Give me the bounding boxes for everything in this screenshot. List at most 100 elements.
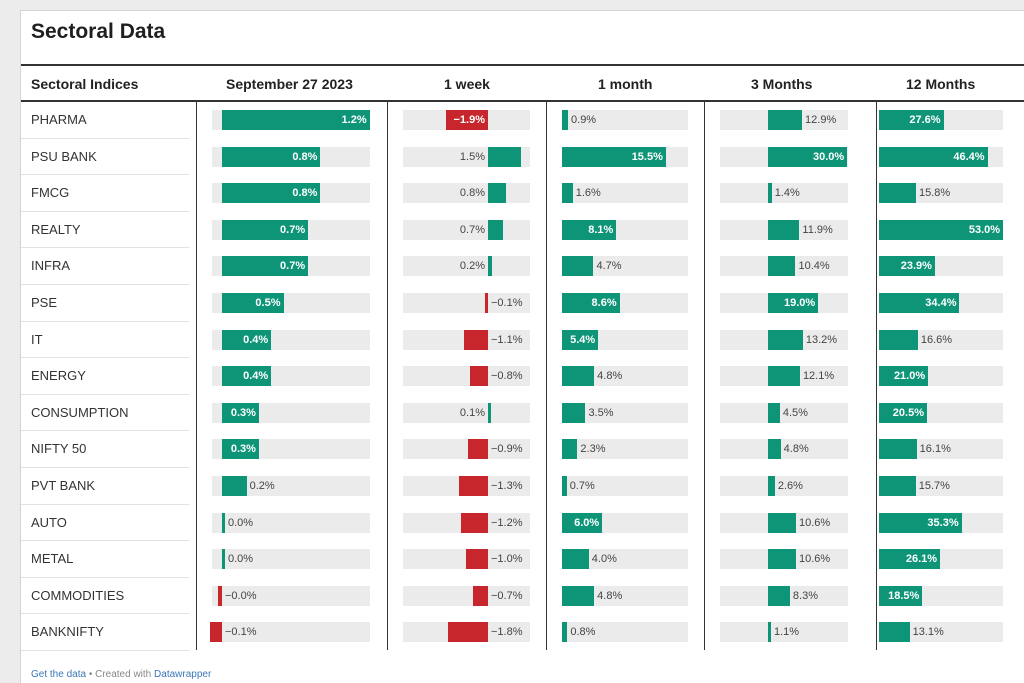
datawrapper-link[interactable]: Datawrapper: [154, 669, 212, 680]
bar-track: 0.9%: [562, 110, 688, 130]
sector-label: BANKNIFTY: [31, 624, 104, 640]
column-divider: [546, 102, 547, 650]
value-label-1week: −1.1%: [491, 333, 523, 346]
bar-12months: [879, 110, 944, 130]
bar-3months: [768, 110, 803, 130]
value-label-sep27: 0.0%: [228, 553, 254, 566]
bar-track: 3.5%: [562, 402, 688, 423]
bar-track: 23.9%: [879, 256, 1003, 277]
value-label-1month: 1.6%: [575, 187, 601, 200]
value-label-3months: 10.4%: [798, 260, 830, 273]
value-label-12months: 16.6%: [920, 333, 953, 346]
value-label-1week: −1.9%: [453, 114, 486, 126]
bar-sep27: [222, 476, 247, 496]
value-label-12months: 20.5%: [892, 406, 924, 419]
sector-label: PSE: [31, 295, 58, 310]
bar-12months: [879, 476, 916, 496]
bar-1month: [562, 329, 599, 350]
bar-track: 4.5%: [720, 402, 848, 423]
table-row: FMCG 0.8% 0.8% 1.6% 1.4% 15.8%: [21, 175, 1024, 212]
value-label-1month: 0.8%: [570, 626, 596, 639]
bar-track: 16.1%: [879, 439, 1003, 460]
bar-1month: [562, 183, 573, 204]
bar-track: 12.9%: [720, 110, 848, 130]
value-label-sep27: 1.2%: [341, 114, 367, 126]
bar-1month: [562, 110, 569, 130]
value-label-3months: 12.9%: [805, 114, 837, 126]
table-row: IT 0.4% −1.1% 5.4% 13.2% 16.6%: [21, 322, 1024, 359]
bar-track: 1.6%: [562, 183, 688, 204]
value-label-1month: 4.7%: [596, 260, 622, 273]
sector-label: COMMODITIES: [31, 587, 125, 603]
bar-track: 2.3%: [562, 439, 688, 460]
value-label-1month: 15.5%: [631, 150, 663, 163]
bar-1week: [488, 146, 522, 167]
table-row: NIFTY 50 0.3% −0.9% 2.3% 4.8% 16.1%: [21, 431, 1024, 468]
bar-track: 27.6%: [879, 110, 1003, 130]
sector-label: IT: [31, 331, 43, 347]
row-separator: [21, 174, 189, 176]
value-label-1month: 3.5%: [588, 406, 614, 419]
table-header: Sectoral Indices September 27 2023 1 wee…: [21, 66, 1024, 100]
bar-track: 0.4%: [212, 366, 370, 387]
page-title: Sectoral Data: [31, 20, 166, 43]
bar-track: 0.7%: [403, 219, 530, 240]
bar-sep27: [222, 439, 259, 460]
bar-track: 10.4%: [720, 256, 848, 277]
value-label-1month: 0.9%: [571, 114, 597, 126]
footer: Get the data • Created with Datawrapper: [31, 669, 211, 680]
bar-1month: [562, 512, 603, 533]
value-label-1month: 0.7%: [569, 480, 595, 492]
value-label-1month: 4.8%: [597, 370, 623, 383]
value-label-12months: 27.6%: [909, 114, 941, 126]
bar-12months: [879, 219, 1004, 240]
table-row: CONSUMPTION 0.3% 0.1% 3.5% 4.5% 20.5%: [21, 395, 1024, 432]
bar-track: −0.7%: [403, 585, 530, 606]
value-label-1week: −0.1%: [491, 297, 523, 309]
bar-track: 8.1%: [562, 219, 688, 240]
value-label-sep27: 0.4%: [243, 370, 269, 383]
value-label-12months: 15.7%: [918, 480, 950, 492]
bar-track: −1.9%: [403, 110, 530, 130]
bar-track: 4.8%: [720, 439, 848, 460]
sector-label: CONSUMPTION: [31, 404, 129, 420]
bar-track: 0.8%: [212, 146, 370, 167]
bar-3months: [768, 549, 796, 570]
value-label-3months: 4.5%: [782, 406, 808, 419]
value-label-3months: 8.3%: [792, 589, 818, 602]
bar-sep27: [222, 366, 272, 387]
bar-sep27: [222, 549, 225, 570]
bar-track: 0.1%: [403, 402, 530, 423]
get-the-data-link[interactable]: Get the data: [31, 669, 87, 680]
bar-1week: [465, 549, 488, 570]
bar-1week: [485, 293, 488, 313]
bar-track: 10.6%: [720, 549, 848, 570]
bar-track: 16.6%: [879, 329, 1003, 350]
bar-sep27: [222, 219, 309, 240]
value-label-3months: 19.0%: [783, 297, 816, 309]
column-header-sectoral-indices: Sectoral Indices: [31, 76, 139, 92]
bar-1month: [562, 293, 620, 313]
table-row: PSU BANK 0.8% 1.5% 15.5% 30.0% 46.4%: [21, 139, 1024, 176]
bar-sep27: [222, 512, 225, 533]
value-label-12months: 34.4%: [925, 297, 957, 309]
bar-track: 4.8%: [562, 366, 688, 387]
bar-1week: [488, 219, 504, 240]
bar-track: 4.7%: [562, 256, 688, 277]
table-row: PHARMA 1.2% −1.9% 0.9% 12.9% 27.6%: [21, 102, 1024, 139]
row-separator: [21, 393, 189, 395]
bar-track: 0.0%: [212, 512, 370, 533]
bar-sep27: [222, 183, 321, 204]
value-label-3months: 10.6%: [798, 553, 831, 566]
bar-track: 5.4%: [562, 329, 688, 350]
table-row: BANKNIFTY −0.1% −1.8% 0.8% 1.1% 13.1%: [21, 614, 1024, 651]
bar-1month: [562, 439, 578, 460]
bar-sep27: [218, 585, 222, 606]
bar-track: −1.3%: [403, 476, 530, 496]
bar-1month: [562, 219, 617, 240]
value-label-3months: 10.6%: [798, 516, 831, 529]
bar-12months: [879, 622, 910, 643]
value-label-1week: 0.2%: [459, 260, 485, 273]
value-label-3months: 4.8%: [783, 443, 809, 456]
value-label-12months: 23.9%: [900, 260, 932, 273]
